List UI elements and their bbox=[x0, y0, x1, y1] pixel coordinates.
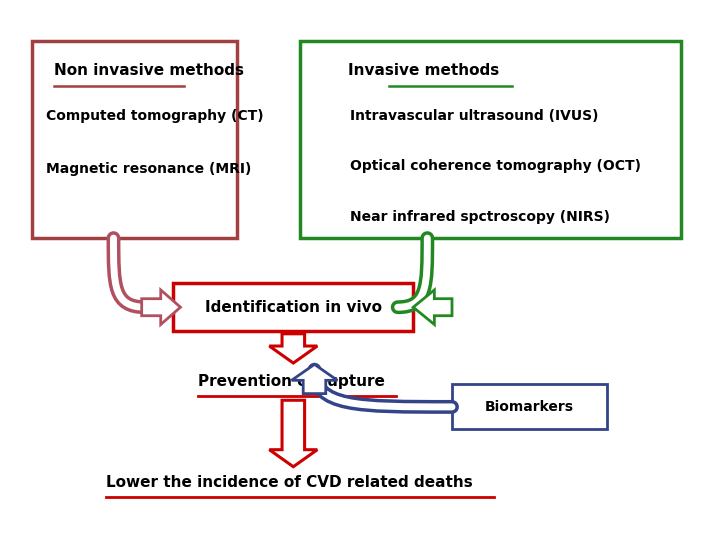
Polygon shape bbox=[413, 290, 452, 325]
Text: Computed tomography (CT): Computed tomography (CT) bbox=[47, 109, 264, 123]
Text: Optical coherence tomography (OCT): Optical coherence tomography (OCT) bbox=[350, 159, 641, 173]
Text: Non invasive methods: Non invasive methods bbox=[53, 63, 243, 78]
FancyBboxPatch shape bbox=[452, 384, 607, 429]
Text: Intravascular ultrasound (IVUS): Intravascular ultrasound (IVUS) bbox=[350, 109, 598, 123]
Polygon shape bbox=[269, 400, 318, 467]
FancyBboxPatch shape bbox=[174, 284, 413, 331]
Text: Biomarkers: Biomarkers bbox=[485, 400, 574, 414]
Text: Identification in vivo: Identification in vivo bbox=[204, 300, 382, 315]
Text: Invasive methods: Invasive methods bbox=[348, 63, 500, 78]
FancyBboxPatch shape bbox=[300, 42, 681, 238]
Polygon shape bbox=[292, 364, 338, 394]
Polygon shape bbox=[269, 334, 318, 363]
Text: Lower the incidence of CVD related deaths: Lower the incidence of CVD related death… bbox=[107, 475, 473, 490]
Polygon shape bbox=[142, 290, 181, 325]
FancyBboxPatch shape bbox=[32, 42, 237, 238]
FancyBboxPatch shape bbox=[143, 299, 161, 316]
Text: Prevention of rupture: Prevention of rupture bbox=[198, 374, 385, 389]
Text: Near infrared spctroscopy (NIRS): Near infrared spctroscopy (NIRS) bbox=[350, 210, 610, 224]
Text: Magnetic resonance (MRI): Magnetic resonance (MRI) bbox=[47, 162, 252, 176]
